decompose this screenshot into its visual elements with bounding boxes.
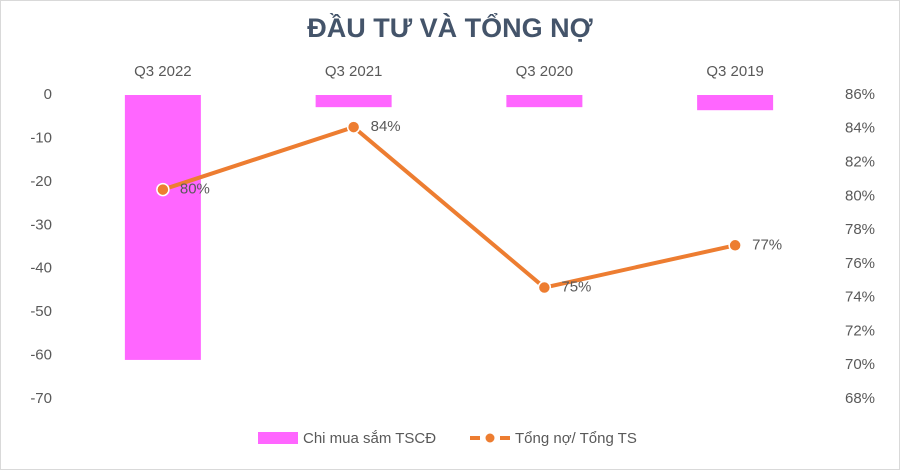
legend-label: Chi mua sắm TSCĐ [303,430,436,447]
legend-swatch [258,432,298,444]
line [162,124,736,290]
data-label: 75% [561,279,591,296]
data-label: 77% [752,236,782,253]
y2-tick-label: 70% [845,356,875,373]
y2-tick-label: 72% [845,322,875,339]
bar [697,95,774,111]
y-tick-label: -70 [30,390,52,407]
bar [315,95,392,108]
y-tick-label: -60 [30,347,52,364]
y-tick-label: -50 [30,303,52,320]
y-tick-label: -30 [30,216,52,233]
y-tick-label: -40 [30,260,52,277]
y2-tick-label: 68% [845,390,875,407]
y2-tick-label: 82% [845,154,875,171]
y2-tick-label: 80% [845,187,875,204]
line-marker [728,238,742,253]
x-tick-label: Q3 2020 [516,63,574,80]
y2-tick-label: 78% [845,221,875,238]
bar [506,95,583,108]
y-tick-label: -20 [30,173,52,190]
y-tick-label: 0 [44,86,52,103]
data-label: 84% [371,118,401,135]
line-marker [346,120,361,134]
x-tick-label: Q3 2022 [134,63,192,80]
y2-tick-label: 84% [845,120,875,137]
y-tick-label: -10 [30,129,52,146]
x-tick-label: Q3 2021 [325,63,383,80]
data-label: 80% [180,181,210,198]
line-marker [156,182,170,197]
chart-title: ĐẦU TƯ VÀ TỔNG NỢ [307,12,592,43]
legend-marker [484,432,496,444]
y2-tick-label: 86% [845,86,875,103]
x-tick-label: Q3 2019 [706,63,764,80]
legend-label: Tổng nợ/ Tổng TS [515,430,637,447]
y2-tick-label: 74% [845,289,875,306]
line-marker [537,280,552,295]
y2-tick-label: 76% [845,255,875,272]
bar [124,95,201,360]
